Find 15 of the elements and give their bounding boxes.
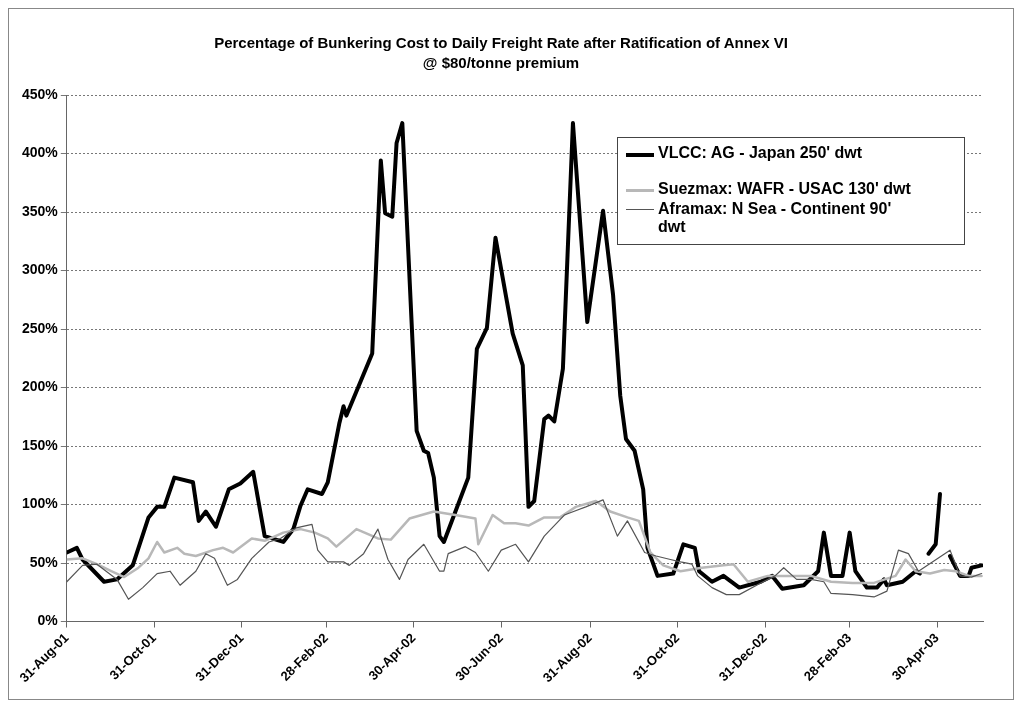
chart-subtitle: @ $80/tonne premium [422,54,580,72]
legend-label: Aframax: N Sea - Continent 90' dwt [658,200,893,236]
y-tick-label: 450% [21,85,59,102]
y-tick-label: 200% [21,378,59,395]
y-tick-label: 50% [29,553,59,570]
legend-label: Suezmax: WAFR - USAC 130' dwt [658,180,912,198]
chart-title: Percentage of Bunkering Cost to Daily Freight Rate after Ratification of Annex VI [214,34,788,52]
y-tick-label: 300% [21,261,59,278]
y-tick-label: 0% [37,612,59,629]
y-tick-label: 400% [21,144,59,161]
y-tick-label: 250% [21,319,59,336]
legend-label: VLCC: AG - Japan 250' dwt [658,144,864,162]
y-tick-label: 350% [21,202,59,219]
y-tick-label: 150% [21,436,59,453]
y-tick-label: 100% [21,495,59,512]
